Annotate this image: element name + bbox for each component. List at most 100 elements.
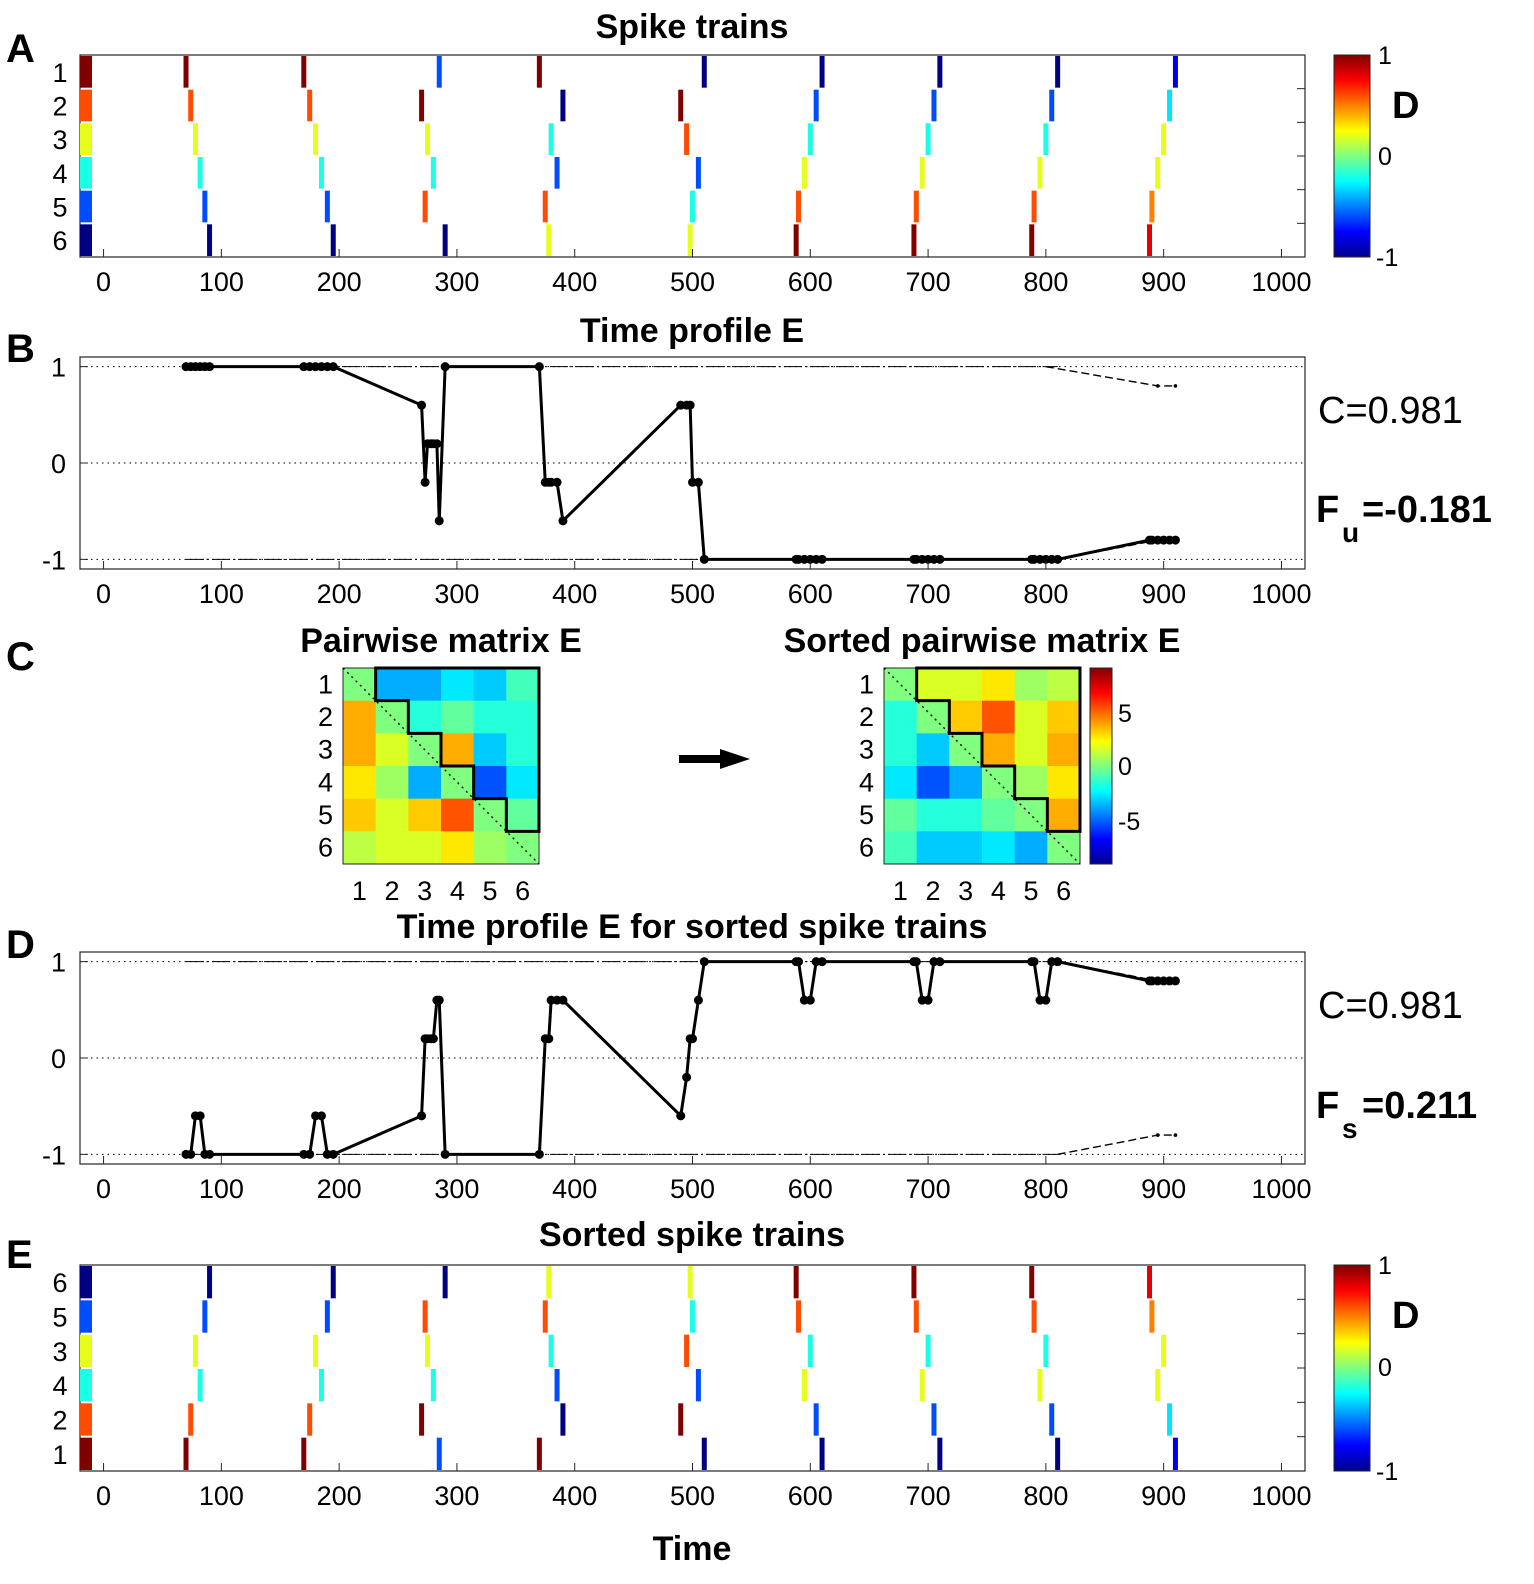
stats-b: C=0.981 F u =-0.181 <box>1316 390 1492 548</box>
raster-a-tick-label-200: 200 <box>317 267 362 297</box>
raster-a-spike <box>1029 224 1035 256</box>
raster-a-spike <box>1055 56 1061 88</box>
colorbar-matrix-tick-0: 0 <box>1118 753 1132 781</box>
raster-e-spike <box>207 1266 213 1299</box>
raster-a-tick-label-400: 400 <box>552 267 597 297</box>
profile-d-tick-label-200: 200 <box>317 1174 362 1204</box>
raster-e-spike <box>925 1334 931 1367</box>
raster-a-spike <box>188 89 194 122</box>
colorbar-a-tick-max: 1 <box>1378 42 1392 70</box>
raster-a-spike <box>313 123 319 155</box>
raster-a-spike <box>436 56 442 88</box>
raster-e-spike <box>546 1266 552 1299</box>
profile-b-tick-label-400: 400 <box>552 579 597 609</box>
raster-a-row-label-5: 5 <box>52 193 67 223</box>
raster-e-row-color-block <box>80 1403 92 1436</box>
colorbar-matrix: 5 0 -5 <box>1089 667 1140 865</box>
profile-d-profile-point <box>417 1111 427 1121</box>
raster-e-spike <box>313 1334 319 1367</box>
raster-a-spike <box>1172 56 1178 88</box>
raster-a-row-color-block <box>80 56 92 88</box>
stat-b-f-letter: F <box>1316 489 1339 531</box>
raster-a-row-label-2: 2 <box>52 92 67 122</box>
profile-d-tick-label-300: 300 <box>434 1174 479 1204</box>
matrix-right-cell <box>884 733 918 767</box>
raster-a-tick-label-600: 600 <box>788 267 833 297</box>
profile-d-tick-label-1000: 1000 <box>1251 1174 1311 1204</box>
profile-d-tick-label-0: 0 <box>96 1174 111 1204</box>
raster-a-spike <box>1147 224 1153 256</box>
profile-d-profile-point <box>1029 957 1039 967</box>
profile-d-profile-point <box>1053 957 1063 967</box>
raster-e-tick-label-500: 500 <box>670 1481 715 1511</box>
matrix-right-cell <box>949 668 983 702</box>
raster-a-tick-label-300: 300 <box>434 267 479 297</box>
raster-e-spike <box>424 1334 430 1367</box>
matrix-right-cell <box>916 766 950 800</box>
matrix-right-cell <box>884 700 918 734</box>
raster-e-spike <box>1037 1369 1043 1402</box>
matrix-right-col-label-1: 1 <box>893 876 908 906</box>
matrix-left-cell <box>441 733 475 767</box>
raster-e-tick-label-400: 400 <box>552 1481 597 1511</box>
raster-e-row-label-2: 2 <box>52 1406 67 1436</box>
raster-a-spike <box>548 123 554 155</box>
raster-e-spike <box>937 1437 943 1470</box>
profile-b-profile-point <box>420 477 430 487</box>
profile-d-frame <box>79 951 1306 1165</box>
raster-a-spike <box>1161 123 1167 155</box>
profile-d-y-tick-label: 0 <box>51 1044 66 1074</box>
raster-e-row-color-block <box>80 1266 92 1299</box>
raster-e-spike <box>1043 1334 1049 1367</box>
raster-a-row-color-block <box>80 89 92 122</box>
matrix-left-cell <box>408 700 442 734</box>
profile-b-profile-point <box>440 362 450 372</box>
raster-a-spike <box>301 56 307 88</box>
matrix-right-cell <box>884 766 918 800</box>
profile-d-profile-point <box>923 995 933 1005</box>
stat-d-f-subscript: s <box>1342 1113 1358 1144</box>
raster-e-tick-label-100: 100 <box>199 1481 244 1511</box>
matrix-right-cell <box>1014 733 1048 767</box>
raster-e-spike <box>911 1266 917 1299</box>
raster-e-tick-label-200: 200 <box>317 1481 362 1511</box>
raster-a-tick-label-0: 0 <box>96 267 111 297</box>
raster-a-tick-label-800: 800 <box>1023 267 1068 297</box>
matrix-left-upper-triangle-outline <box>374 666 541 833</box>
matrix-right-cell <box>1014 766 1048 800</box>
profile-d-profile-point <box>440 1149 450 1159</box>
panel-label-b: B <box>6 327 35 371</box>
raster-a-row-label-4: 4 <box>52 159 67 189</box>
profile-b-profile-point <box>205 362 215 372</box>
raster-e-spike <box>931 1403 937 1436</box>
title-sorted-spike-trains: Sorted spike trains <box>539 1216 845 1254</box>
matrix-right-row-label-5: 5 <box>859 800 874 830</box>
raster-a-tick-label-1000: 1000 <box>1251 267 1311 297</box>
matrix-left-cell <box>473 668 507 702</box>
raster-e-tick-label-0: 0 <box>96 1481 111 1511</box>
matrix-right-col-label-4: 4 <box>991 876 1006 906</box>
matrix-right-cell <box>1014 798 1048 832</box>
profile-b-profile-point <box>328 362 338 372</box>
raster-e-spike <box>318 1369 324 1402</box>
profile-b-tick-label-0: 0 <box>96 579 111 609</box>
matrix-right-cell <box>916 700 950 734</box>
raster-a-spike <box>419 89 425 122</box>
raster-e-spike <box>1155 1369 1161 1402</box>
profile-d-profile-point <box>1041 995 1051 1005</box>
stat-d-c: C=0.981 <box>1318 985 1463 1027</box>
raster-a-tick-label-100: 100 <box>199 267 244 297</box>
profile-d-small-marker <box>1173 1133 1178 1137</box>
profile-d-profile-point <box>534 1149 544 1159</box>
profile-b-tick-label-700: 700 <box>906 579 951 609</box>
matrix-right-cell <box>1047 766 1081 800</box>
raster-a-spike <box>542 190 548 223</box>
matrix-right-cell <box>1047 798 1081 832</box>
raster-a-spike <box>684 123 690 155</box>
matrix-right-cell <box>916 798 950 832</box>
matrix-left-row-label-5: 5 <box>318 800 333 830</box>
raster-e-spike <box>1029 1266 1035 1299</box>
matrix-right-row-label-3: 3 <box>859 735 874 765</box>
matrix-right-cell <box>949 766 983 800</box>
matrix-right-col-label-3: 3 <box>958 876 973 906</box>
